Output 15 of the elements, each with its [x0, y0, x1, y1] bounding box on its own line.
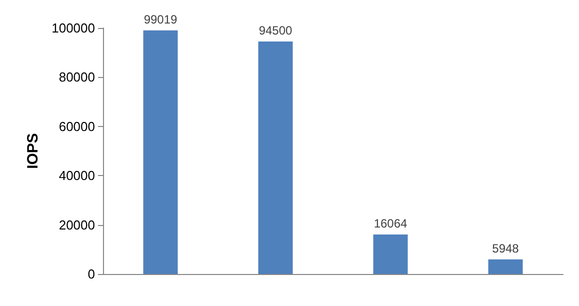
y-tick-label: 60000 [58, 118, 95, 134]
bar [143, 30, 178, 274]
y-tick-label: 40000 [58, 168, 95, 184]
bar [258, 42, 293, 274]
y-tick-label: 0 [88, 266, 95, 282]
data-label: 99019 [144, 12, 178, 26]
y-tick-label: 100000 [52, 20, 95, 36]
bar [373, 234, 408, 274]
y-tick-label: 20000 [58, 217, 95, 232]
y-axis-title: IOPS [24, 133, 42, 169]
data-label: 5948 [492, 241, 520, 256]
y-tick-label: 80000 [58, 70, 95, 85]
bar [488, 259, 523, 274]
data-label: 16064 [374, 216, 408, 230]
data-label: 94500 [258, 24, 293, 38]
